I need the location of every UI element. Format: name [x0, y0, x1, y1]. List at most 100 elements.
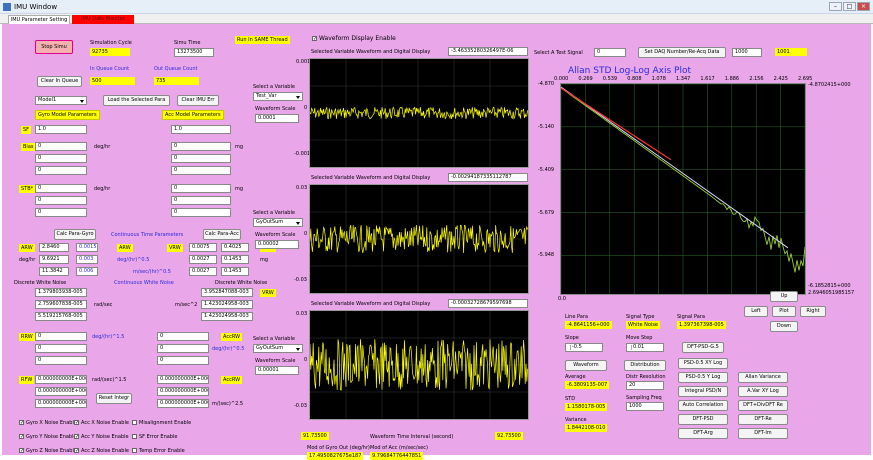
noise-checkbox[interactable]: ✓ Gyro X Noise Enable	[19, 420, 77, 427]
rfw-x[interactable]: 0.000000000E+000	[35, 375, 87, 384]
waveform-scale-input[interactable]: 0.0001	[255, 114, 299, 123]
auto-correlation-button[interactable]: Auto Correlation	[678, 400, 728, 411]
checkbox-box[interactable]	[132, 434, 137, 439]
dwn-gyro-z[interactable]: 5.519215768-005	[35, 312, 87, 321]
integral-psd-button[interactable]: Integral PSD/N	[678, 386, 728, 397]
close-button[interactable]: ×	[857, 2, 870, 11]
distr-resolution-input[interactable]: 20	[626, 381, 664, 390]
checkbox-box[interactable]: ✓	[19, 448, 25, 454]
checkbox-box[interactable]	[132, 448, 137, 453]
set-daq-button[interactable]: Set DAQ Number/Re-Acq Data	[638, 47, 726, 58]
checkbox-box[interactable]: ✓	[74, 420, 80, 426]
vrw-b-y[interactable]: 0.1453	[221, 255, 249, 264]
dwn-gyro-x[interactable]: 1.379803938-005	[35, 288, 87, 297]
noise-checkbox[interactable]: ✓ Acc Y Noise Enable	[74, 434, 129, 441]
arw-y[interactable]: 9.6921	[39, 255, 69, 264]
distribution-button[interactable]: Distribution	[624, 360, 666, 371]
noise-checkbox[interactable]: Misalignment Enable	[132, 420, 191, 427]
calc-para-gyro-button[interactable]: Calc Para-Gyro	[54, 229, 96, 240]
allan-variance-button[interactable]: Allan Variance	[738, 372, 788, 383]
stop-simu-button[interactable]: Stop Simu	[35, 40, 73, 54]
dwn-gyro-y[interactable]: 2.759607838-005	[35, 300, 87, 309]
psd-y-log-button[interactable]: PSD-0.5 Y Log	[678, 372, 728, 383]
gyro-sf-input[interactable]: 1.0	[35, 125, 87, 134]
dwn-acc-y[interactable]: 1.423024958-003	[201, 300, 253, 309]
rrw-x[interactable]: 0	[35, 332, 87, 341]
checkbox-box[interactable]: ✓	[74, 448, 80, 454]
dft-arg-button[interactable]: DFT-Arg	[678, 428, 728, 439]
select-signal-input[interactable]: 0	[594, 48, 626, 57]
arw-b-y[interactable]: 0.003	[76, 255, 98, 264]
acc-stb-z[interactable]: 0	[171, 208, 231, 217]
variable-select[interactable]: GyOutSum	[253, 344, 303, 353]
accrw-z[interactable]: 0	[157, 356, 209, 365]
arw-x[interactable]: 2.8460	[39, 243, 69, 252]
gyro-stb-y[interactable]: 0	[35, 196, 87, 205]
model-select[interactable]: Model1	[35, 96, 87, 105]
move-step-input[interactable]: 0.01	[626, 343, 664, 352]
gyro-stb-x[interactable]: 0	[35, 184, 87, 193]
checkbox-box[interactable]: ✓	[19, 434, 25, 440]
dft-psd-g-button[interactable]: DFT-PSD-G.5	[682, 342, 724, 353]
arw-z[interactable]: 11.3842	[39, 267, 69, 276]
acc-rfw-y[interactable]: 0.000000000E+000	[157, 387, 209, 396]
rfw-z[interactable]: 0.000000000E+000	[35, 399, 87, 408]
dwn-acc-z[interactable]: 1.423024958-003	[201, 312, 253, 321]
noise-checkbox[interactable]: Temp Error Enable	[132, 448, 185, 455]
rfw-y[interactable]: 0.000000000E+000	[35, 387, 87, 396]
calc-para-acc-button[interactable]: Calc Para-Acc	[203, 229, 241, 240]
accrw-x[interactable]: 0	[157, 332, 209, 341]
vrw-x[interactable]: 0.0075	[189, 243, 217, 252]
waveform-display-enable[interactable]: ✓ Waveform Display Enable	[312, 35, 396, 42]
rrw-y[interactable]: 0	[35, 344, 87, 353]
dwn-acc-x[interactable]: 3.952847088-003	[201, 288, 253, 297]
right-button[interactable]: Right	[800, 306, 826, 317]
acc-stb-x[interactable]: 0	[171, 184, 231, 193]
daq-number-input[interactable]: 1000	[732, 48, 762, 57]
reset-integr-button[interactable]: Reset Integr	[96, 393, 132, 404]
noise-checkbox[interactable]: SF Error Enable	[132, 434, 177, 441]
arw-b-x[interactable]: 0.0015	[76, 243, 98, 252]
clear-imu-err-button[interactable]: Clear IMU Err	[177, 95, 219, 106]
dft-re-button[interactable]: DFT-Re	[738, 414, 788, 425]
tab-data-monitor[interactable]: IMU Data Monitor Display	[72, 15, 134, 31]
waveform-button[interactable]: Waveform	[565, 360, 607, 371]
vrw-y[interactable]: 0.0027	[189, 255, 217, 264]
acc-bias-y[interactable]: 0	[171, 154, 231, 163]
sampling-freq-input[interactable]: 1000	[626, 402, 664, 411]
rrw-z[interactable]: 0	[35, 356, 87, 365]
variable-select[interactable]: GyOutSum	[253, 218, 303, 227]
vrw-z[interactable]: 0.0027	[189, 267, 217, 276]
vrw-b-x[interactable]: 0.4025	[221, 243, 249, 252]
acc-rfw-x[interactable]: 0.000000000E+000	[157, 375, 209, 384]
noise-checkbox[interactable]: ✓ Gyro Y Noise Enable	[19, 434, 77, 441]
checkbox-box[interactable]: ✓	[74, 434, 80, 440]
gyro-bias-z[interactable]: 0	[35, 166, 87, 175]
vrw-b-z[interactable]: 0.1453	[221, 267, 249, 276]
waveform-enable-checkbox[interactable]: ✓	[312, 36, 318, 42]
noise-checkbox[interactable]: ✓ Acc X Noise Enable	[74, 420, 129, 427]
checkbox-box[interactable]: ✓	[19, 420, 25, 426]
slope-input[interactable]: -0.5	[565, 343, 603, 352]
tab-parameter-setting[interactable]: IMU Parameter Setting	[8, 15, 70, 24]
minimize-button[interactable]: –	[829, 2, 842, 11]
plot-button[interactable]: Plot	[772, 306, 796, 317]
acc-sf-input[interactable]: 1.0	[171, 125, 231, 134]
dft-divdft-button[interactable]: DFT+DivDFT Re	[738, 400, 788, 411]
waveform-scale-input[interactable]: 0.00001	[255, 366, 299, 375]
checkbox-box[interactable]	[132, 420, 137, 425]
maximize-button[interactable]: □	[843, 2, 856, 11]
down-button[interactable]: Down	[770, 321, 798, 332]
left-button[interactable]: Left	[744, 306, 768, 317]
gyro-bias-x[interactable]: 0	[35, 142, 87, 151]
waveform-scale-input[interactable]: 0.00002	[255, 240, 299, 249]
gyro-bias-y[interactable]: 0	[35, 154, 87, 163]
up-button[interactable]: Up	[770, 291, 798, 302]
accrw-y[interactable]: 0	[157, 344, 209, 353]
noise-checkbox[interactable]: ✓ Acc Z Noise Enable	[74, 448, 129, 455]
clear-in-queue-button[interactable]: Clear In Queue	[37, 76, 82, 87]
arw-b-z[interactable]: 0.006	[76, 267, 98, 276]
acc-stb-y[interactable]: 0	[171, 196, 231, 205]
acc-bias-x[interactable]: 0	[171, 142, 231, 151]
noise-checkbox[interactable]: ✓ Gyro Z Noise Enable	[19, 448, 77, 455]
